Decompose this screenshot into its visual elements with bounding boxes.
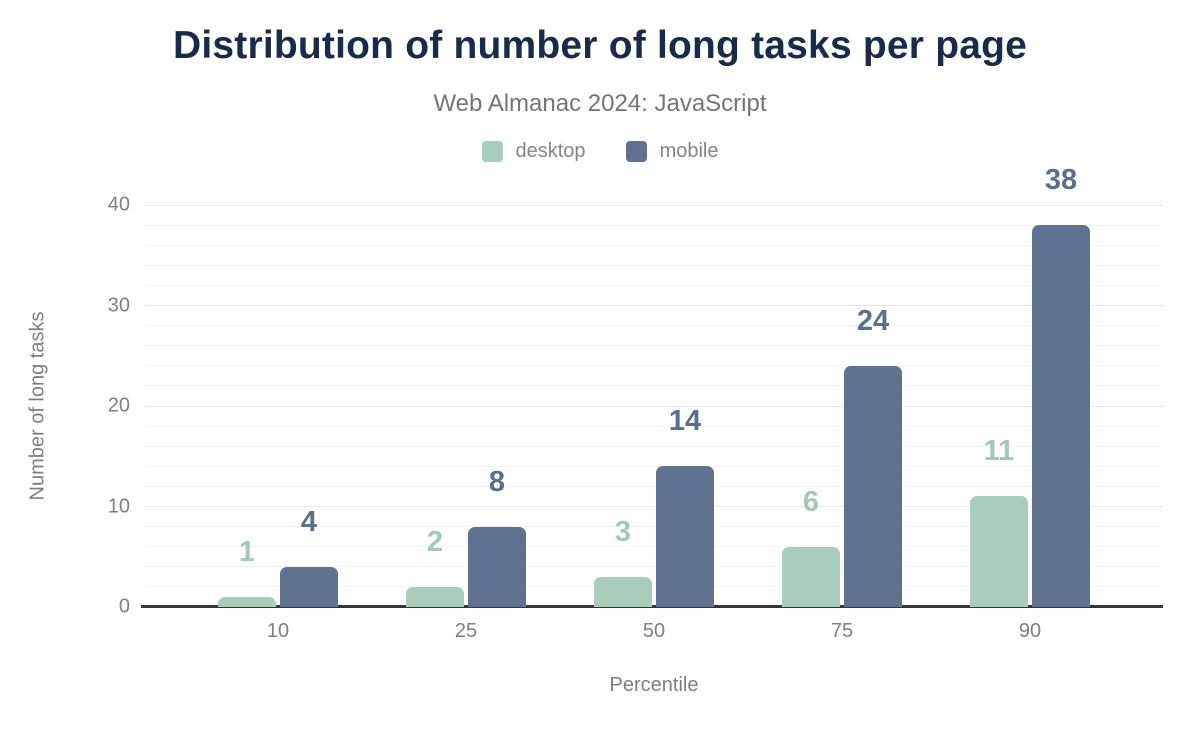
legend-label-mobile: mobile — [659, 140, 719, 162]
gridline-y-34 — [145, 264, 1163, 266]
bar-mobile-p75 — [844, 365, 902, 607]
y-tick-label-20: 20 — [107, 394, 130, 417]
gridline-y-24 — [145, 365, 1163, 367]
gridline-y-20 — [145, 405, 1163, 407]
gridline-y-28 — [145, 325, 1163, 327]
bar-desktop-p75 — [782, 546, 840, 607]
bar-mobile-p50 — [656, 466, 714, 607]
gridline-y-6 — [145, 546, 1163, 548]
gridline-y-40 — [145, 204, 1163, 206]
bar-desktop-p25 — [406, 586, 464, 607]
bar-mobile-p90 — [1032, 225, 1090, 607]
x-tick-label-25: 25 — [454, 620, 478, 642]
bar-value-mobile-p25: 8 — [488, 465, 506, 498]
legend-item-desktop: desktop — [481, 140, 586, 163]
x-tick-label-75: 75 — [830, 620, 854, 642]
bar-desktop-p90 — [970, 496, 1028, 607]
chart-subtitle: Web Almanac 2024: JavaScript — [433, 90, 767, 117]
gridline-y-30 — [145, 305, 1163, 306]
bar-value-desktop-p50: 3 — [614, 515, 632, 548]
legend-swatch-desktop — [481, 141, 503, 162]
y-tick-label-30: 30 — [107, 294, 130, 316]
bar-mobile-p10 — [280, 566, 338, 607]
bar-value-desktop-p10: 1 — [238, 535, 256, 568]
gridline-y-22 — [145, 385, 1163, 387]
bar-desktop-p10 — [218, 596, 276, 607]
legend-item-mobile: mobile — [625, 140, 719, 163]
y-tick-label-0: 0 — [118, 595, 130, 618]
bar-value-mobile-p10: 4 — [300, 505, 318, 538]
gridline-y-26 — [145, 345, 1163, 347]
gridline-y-12 — [145, 485, 1163, 487]
x-tick-label-90: 90 — [1018, 620, 1042, 642]
y-tick-label-40: 40 — [107, 193, 130, 216]
gridline-y-14 — [145, 465, 1163, 467]
gridline-y-18 — [145, 425, 1163, 427]
gridline-y-4 — [145, 566, 1163, 568]
bar-value-desktop-p25: 2 — [426, 525, 444, 558]
gridline-y-10 — [145, 506, 1163, 507]
x-axis-line — [141, 605, 1163, 608]
y-tick-label-10: 10 — [107, 495, 130, 517]
gridline-y-2 — [145, 586, 1163, 588]
chart-title: Distribution of number of long tasks per… — [172, 24, 1028, 67]
x-axis-title: Percentile — [609, 674, 699, 696]
bar-mobile-p25 — [468, 526, 526, 607]
legend: desktop mobile — [0, 140, 1200, 163]
gridline-y-36 — [145, 244, 1163, 246]
bar-value-desktop-p75: 6 — [802, 485, 820, 518]
bar-value-mobile-p50: 14 — [668, 405, 702, 438]
legend-swatch-mobile — [625, 141, 647, 162]
gridline-y-32 — [145, 284, 1163, 286]
gridline-y-16 — [145, 445, 1163, 447]
bar-desktop-p50 — [594, 576, 652, 607]
plot-area: 1 4 2 8 3 14 6 24 11 38 — [141, 164, 1163, 608]
bar-value-desktop-p90: 11 — [983, 435, 1015, 468]
bar-value-mobile-p75: 24 — [856, 304, 890, 337]
x-tick-label-10: 10 — [266, 620, 290, 642]
legend-label-desktop: desktop — [515, 140, 586, 162]
gridline-y-8 — [145, 526, 1163, 528]
y-axis-title: Number of long tasks — [26, 311, 49, 501]
gridline-y-38 — [145, 224, 1163, 226]
bar-value-mobile-p90: 38 — [1044, 164, 1078, 197]
x-tick-label-50: 50 — [642, 620, 666, 642]
